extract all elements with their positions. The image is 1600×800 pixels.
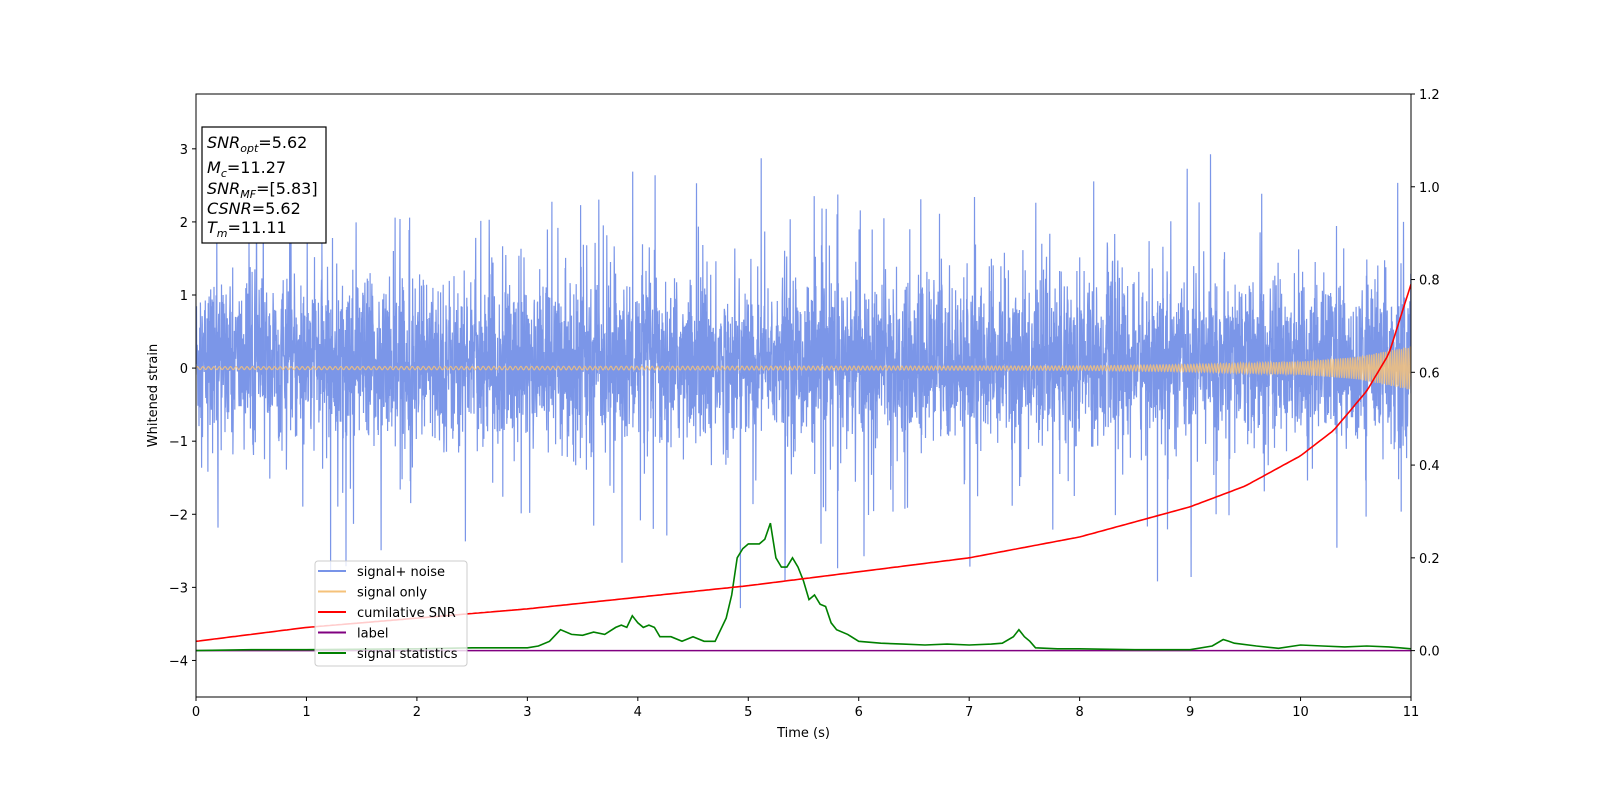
y-left-tick-label: 0	[180, 362, 188, 377]
signal-only-series	[196, 346, 1411, 390]
legend-label: signal statistics	[357, 647, 458, 662]
signal-noise-series	[196, 154, 1411, 609]
y-right-tick-label: 0.0	[1419, 645, 1440, 660]
legend-label: cumilative SNR	[357, 606, 456, 621]
legend-frame	[314, 560, 468, 667]
info-line: SNRMF=[5.83]	[207, 179, 318, 201]
y-right-tick-label: 0.6	[1419, 366, 1440, 381]
legend-label: signal+ noise	[357, 565, 445, 580]
y-right-tick-label: 0.8	[1419, 274, 1440, 289]
info-box-frame	[201, 126, 327, 244]
y-right-tick-label: 1.0	[1419, 181, 1440, 196]
x-tick-label: 11	[1403, 705, 1420, 720]
y-left-tick-label: 2	[180, 216, 188, 231]
y-left-tick-label: 1	[180, 289, 188, 304]
y-right-tick-label: 0.4	[1419, 459, 1440, 474]
x-tick-label: 0	[192, 705, 200, 720]
y-left-tick-label: −2	[169, 508, 188, 523]
info-line: Mc=11.27	[207, 158, 286, 180]
info-box: SNRopt=5.62 Mc=11.27SNRMF=[5.83]CSNR=5.62…	[201, 126, 327, 244]
y-right-tick-label: 1.2	[1419, 88, 1440, 103]
legend-label: label	[357, 627, 388, 642]
info-line: SNRopt=5.62	[207, 133, 307, 155]
y-left-tick-label: −4	[169, 654, 188, 669]
x-tick-label: 4	[634, 705, 642, 720]
x-tick-label: 8	[1075, 705, 1083, 720]
info-line: CSNR=5.62	[207, 199, 301, 218]
x-tick-label: 6	[855, 705, 863, 720]
y-left-tick-label: −1	[169, 435, 188, 450]
x-axis-label: Time (s)	[776, 726, 830, 741]
x-tick-label: 7	[965, 705, 973, 720]
y-right-tick-label: 0.2	[1419, 552, 1440, 567]
signal-statistics-series	[196, 522, 1411, 652]
axes: 0 1 2 3 4 5 6 7 8 9 10 113210−1−2−3−41.21.00.80.60.…	[169, 88, 1440, 720]
x-tick-label: 1	[302, 705, 310, 720]
x-tick-label: 10	[1292, 705, 1309, 720]
legend: signal+ noise signal only cumilative SNR la…	[314, 560, 468, 667]
x-tick-label: 3	[523, 705, 531, 720]
plot-frame	[195, 93, 1412, 698]
x-tick-label: 5	[744, 705, 752, 720]
y-left-tick-label: −3	[169, 581, 188, 596]
legend-label: signal only	[357, 586, 427, 601]
y-left-tick-label: 3	[180, 143, 188, 158]
y-axis-label: Whitened strain	[146, 344, 161, 447]
x-tick-label: 9	[1186, 705, 1194, 720]
info-line: Tm=11.11	[207, 218, 287, 240]
x-tick-label: 2	[413, 705, 421, 720]
